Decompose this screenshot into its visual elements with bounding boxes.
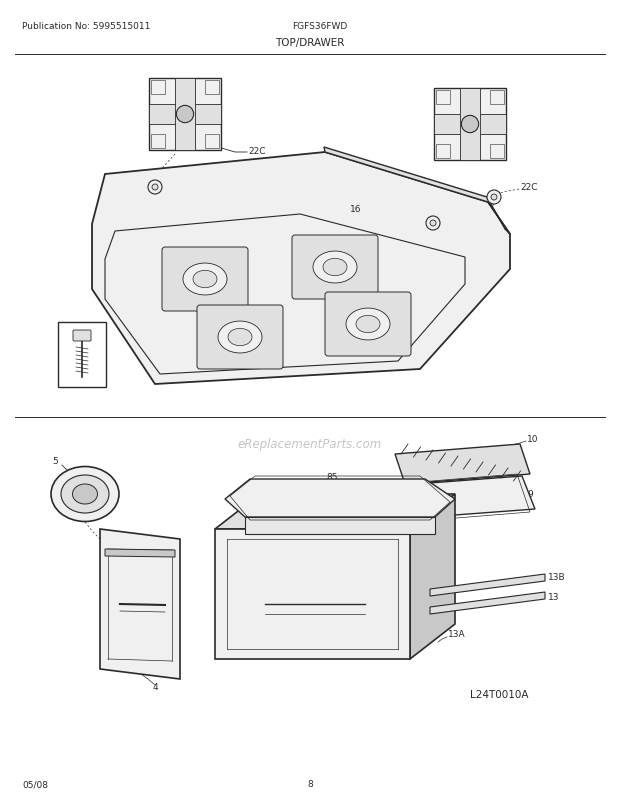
Circle shape [461, 116, 479, 133]
Text: 20: 20 [455, 97, 466, 107]
Polygon shape [324, 148, 510, 235]
Polygon shape [245, 517, 435, 534]
Bar [151, 135, 165, 149]
Text: 9: 9 [527, 490, 533, 499]
Text: 16: 16 [350, 205, 361, 214]
Ellipse shape [346, 309, 390, 341]
Bar [151, 81, 165, 95]
Text: 85: 85 [326, 473, 338, 482]
Text: 1: 1 [470, 505, 476, 514]
Ellipse shape [193, 271, 217, 289]
Bar [436, 91, 450, 105]
Polygon shape [410, 494, 455, 659]
Polygon shape [92, 153, 510, 384]
Circle shape [152, 184, 158, 191]
Bar [434, 115, 506, 135]
Ellipse shape [356, 316, 380, 334]
Text: 2: 2 [258, 485, 264, 494]
Circle shape [426, 217, 440, 231]
Polygon shape [395, 444, 530, 484]
Bar [436, 144, 450, 159]
Bar [490, 144, 504, 159]
Text: 4: 4 [152, 683, 158, 691]
Text: TOP/DRAWER: TOP/DRAWER [275, 38, 345, 48]
Text: 05/08: 05/08 [22, 780, 48, 788]
Bar [58, 322, 106, 387]
Polygon shape [105, 549, 175, 557]
Ellipse shape [218, 322, 262, 354]
Bar [490, 91, 504, 105]
Text: 88: 88 [65, 323, 76, 332]
Bar [175, 79, 195, 151]
Text: FGFS36FWD: FGFS36FWD [293, 22, 348, 31]
Text: 13: 13 [548, 593, 559, 602]
Text: Publication No: 5995515011: Publication No: 5995515011 [22, 22, 151, 31]
Bar [149, 79, 221, 151]
Text: 22C: 22C [118, 184, 135, 192]
Circle shape [491, 195, 497, 200]
Text: 22C: 22C [447, 202, 464, 211]
Circle shape [487, 191, 501, 205]
Polygon shape [215, 494, 455, 529]
Text: eReplacementParts.com: eReplacementParts.com [238, 438, 382, 451]
Ellipse shape [323, 259, 347, 277]
FancyBboxPatch shape [162, 248, 248, 312]
Polygon shape [390, 476, 535, 520]
Text: 8: 8 [307, 780, 313, 788]
Text: 22C: 22C [520, 184, 538, 192]
Bar [205, 135, 219, 149]
Ellipse shape [313, 252, 357, 284]
Text: 20: 20 [197, 85, 208, 95]
Polygon shape [430, 592, 545, 614]
Bar [460, 89, 480, 160]
Circle shape [176, 106, 193, 124]
Polygon shape [215, 529, 410, 659]
Ellipse shape [228, 329, 252, 346]
Circle shape [430, 221, 436, 227]
Text: 13A: 13A [448, 630, 466, 638]
Bar [205, 81, 219, 95]
Ellipse shape [61, 476, 109, 513]
Text: 2A: 2A [310, 572, 322, 581]
Bar [149, 105, 221, 125]
Polygon shape [225, 480, 455, 517]
Text: 39: 39 [129, 642, 141, 652]
Polygon shape [262, 481, 402, 497]
FancyBboxPatch shape [73, 330, 91, 342]
Ellipse shape [51, 467, 119, 522]
FancyBboxPatch shape [292, 236, 378, 300]
Text: 22C: 22C [248, 148, 265, 156]
FancyBboxPatch shape [325, 293, 411, 357]
Polygon shape [100, 529, 180, 679]
FancyBboxPatch shape [197, 306, 283, 370]
Circle shape [148, 180, 162, 195]
Ellipse shape [73, 484, 97, 504]
Bar [434, 89, 506, 160]
Text: 5: 5 [52, 457, 58, 466]
Text: 13B: 13B [548, 573, 565, 581]
Polygon shape [430, 574, 545, 596]
Text: L24T0010A: L24T0010A [470, 689, 528, 699]
Ellipse shape [183, 264, 227, 296]
Text: 10: 10 [527, 435, 539, 444]
